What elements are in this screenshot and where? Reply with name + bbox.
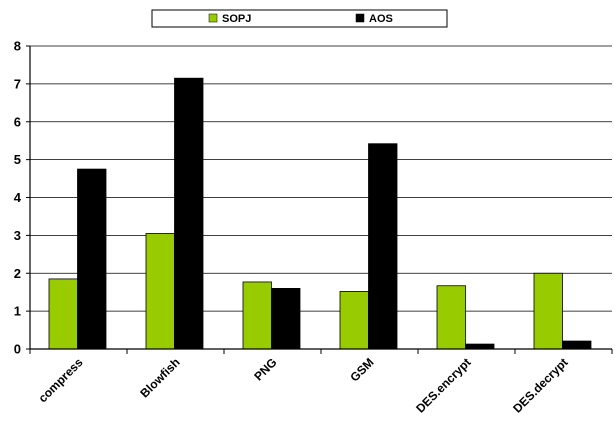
- bar-sopj: [533, 272, 563, 350]
- legend-label-sopj: SOPJ: [222, 13, 251, 25]
- gridlines: [30, 45, 612, 312]
- bar-sopj: [339, 291, 369, 350]
- y-tick-label: 5: [14, 152, 21, 167]
- y-tick-label: 7: [14, 76, 21, 91]
- bars: [48, 77, 592, 350]
- x-category-label: DES.encrypt: [413, 355, 473, 415]
- x-category-label: Blowfish: [137, 355, 182, 400]
- bar-sopj: [436, 285, 466, 350]
- x-category-label: compress: [36, 355, 86, 405]
- bar-sopj: [145, 233, 175, 350]
- y-tick-label: 1: [14, 304, 21, 319]
- y-tick-label: 6: [14, 114, 21, 129]
- bar-aos: [562, 340, 592, 350]
- y-tick-label: 8: [14, 39, 21, 54]
- bar-sopj: [242, 281, 272, 350]
- x-category-label: DES.decrypt: [510, 355, 570, 415]
- x-category-label: PNG: [251, 355, 279, 383]
- bar-aos: [77, 168, 107, 350]
- y-tick-label: 0: [14, 342, 21, 357]
- legend-swatch-aos: [355, 13, 365, 23]
- bar-sopj: [48, 278, 78, 350]
- y-tick-label: 3: [14, 228, 21, 243]
- x-category-label: GSM: [347, 355, 376, 384]
- legend-label-aos: AOS: [369, 13, 393, 25]
- x-category-labels: compress Blowfish PNG GSM DES.encrypt DES.dec…: [36, 355, 571, 416]
- y-tick-label: 2: [14, 266, 21, 281]
- bar-aos: [271, 287, 301, 350]
- y-tick-label: 4: [14, 190, 22, 205]
- y-tick-labels: 0 1 2 3 4 5 6 7 8: [14, 39, 22, 357]
- bar-aos: [368, 143, 398, 350]
- legend-swatch-sopj: [208, 13, 218, 23]
- bar-aos: [174, 77, 204, 350]
- legend-box: [151, 9, 448, 28]
- legend: SOPJ AOS: [151, 9, 448, 28]
- bar-aos: [465, 343, 495, 350]
- axes: [26, 45, 613, 354]
